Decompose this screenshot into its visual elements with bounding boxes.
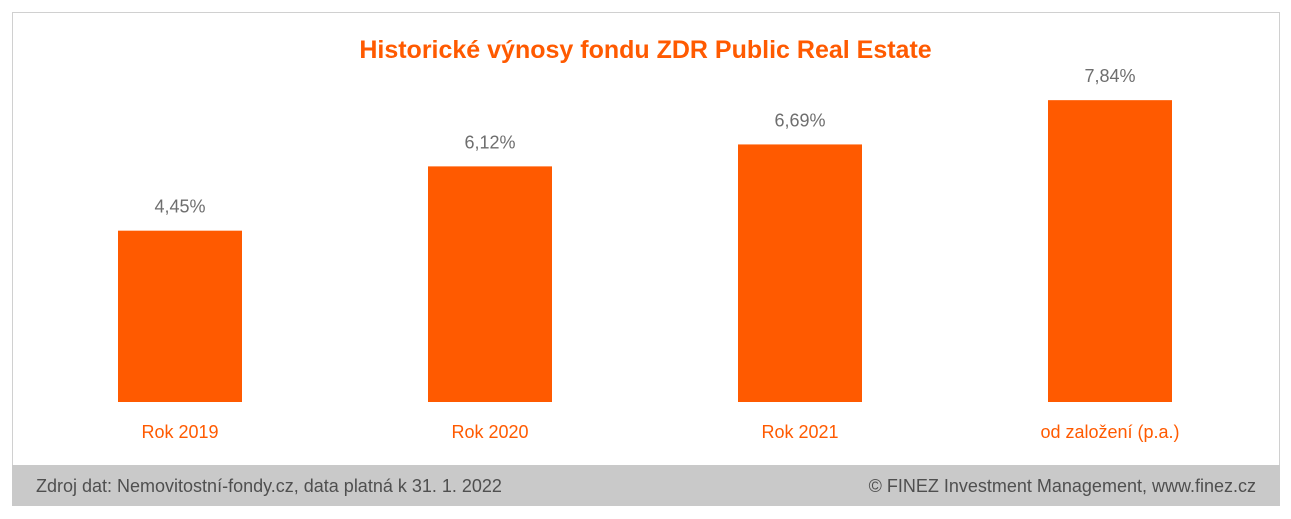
bar-3: [1048, 100, 1172, 402]
category-label-1: Rok 2020: [451, 422, 528, 442]
bar-2: [738, 144, 862, 402]
category-label-2: Rok 2021: [761, 422, 838, 442]
data-label-3: 7,84%: [1084, 66, 1135, 86]
copyright-note: © FINEZ Investment Management, www.finez…: [868, 476, 1256, 496]
data-label-1: 6,12%: [464, 132, 515, 152]
footer-bar: Zdroj dat: Nemovitostní-fondy.cz, data p…: [12, 465, 1280, 506]
bar-1: [428, 166, 552, 402]
data-label-2: 6,69%: [774, 110, 825, 130]
data-label-0: 4,45%: [154, 197, 205, 217]
bar-0: [118, 230, 242, 402]
data-source-note: Zdroj dat: Nemovitostní-fondy.cz, data p…: [36, 476, 502, 496]
category-label-3: od založení (p.a.): [1040, 422, 1179, 442]
category-label-0: Rok 2019: [141, 422, 218, 442]
chart-title: Historické výnosy fondu ZDR Public Real …: [359, 36, 932, 64]
